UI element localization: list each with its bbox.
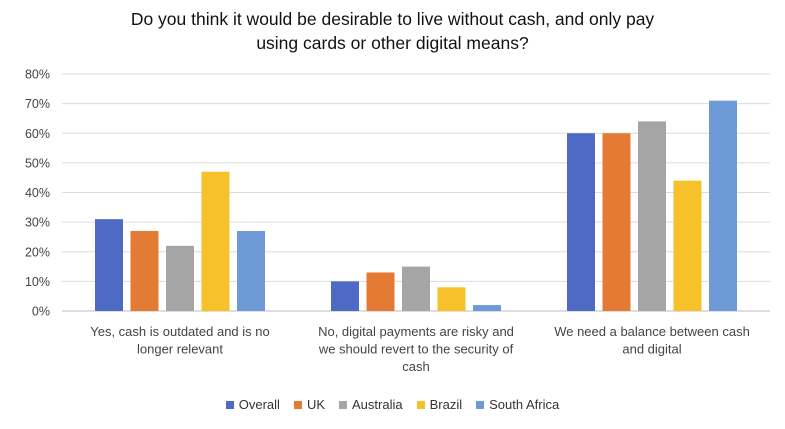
legend-item: Australia (339, 397, 403, 412)
x-category-label: No, digital payments are risky and (318, 324, 514, 339)
legend-label: South Africa (489, 397, 560, 412)
bar (166, 245, 194, 311)
y-tick-label: 0% (32, 305, 50, 319)
y-tick-label: 30% (25, 216, 50, 230)
bar (331, 281, 359, 311)
x-category-label: longer relevant (137, 342, 223, 357)
bar (402, 266, 430, 311)
legend-item: Brazil (416, 397, 463, 412)
bar (201, 171, 230, 311)
bar (366, 272, 395, 311)
bar (673, 180, 702, 311)
bar (130, 231, 159, 311)
y-tick-label: 10% (25, 275, 50, 289)
y-tick-label: 20% (25, 245, 50, 259)
legend-item: South Africa (476, 397, 559, 412)
chart-title-line-2: using cards or other digital means? (256, 33, 529, 53)
x-category-label: we should revert to the security of (318, 342, 514, 357)
bar (709, 100, 737, 311)
bar (95, 219, 123, 311)
legend-item: Overall (225, 397, 280, 412)
legend-swatch (416, 400, 425, 409)
x-category-label: cash (402, 359, 429, 374)
x-category-label: and digital (622, 342, 681, 357)
bar (237, 231, 265, 311)
legend-label: Brazil (429, 397, 463, 412)
legend-swatch (293, 400, 302, 409)
legend-label: Australia (352, 397, 403, 412)
y-tick-label: 80% (25, 68, 50, 82)
legend-swatch (476, 400, 485, 409)
y-tick-label: 40% (25, 186, 50, 200)
legend-item: UK (293, 397, 326, 412)
legend: Overall UK Australia Brazil South Africa (0, 397, 785, 412)
legend-swatch (225, 400, 234, 409)
bar (638, 121, 666, 312)
bar (473, 305, 501, 311)
bar (567, 133, 595, 311)
y-tick-label: 70% (25, 97, 50, 111)
x-category-label: We need a balance between cash (554, 324, 750, 339)
legend-label: UK (306, 397, 326, 412)
bar (437, 287, 466, 311)
bar (602, 133, 631, 311)
y-tick-label: 50% (25, 156, 50, 170)
legend-swatch (339, 400, 348, 409)
chart-title: Do you think it would be desirable to li… (0, 7, 785, 55)
chart-title-line-1: Do you think it would be desirable to li… (130, 9, 655, 29)
y-tick-label: 60% (25, 127, 50, 141)
legend-label: Overall (238, 397, 280, 412)
x-category-label: Yes, cash is outdated and is no (90, 324, 269, 339)
